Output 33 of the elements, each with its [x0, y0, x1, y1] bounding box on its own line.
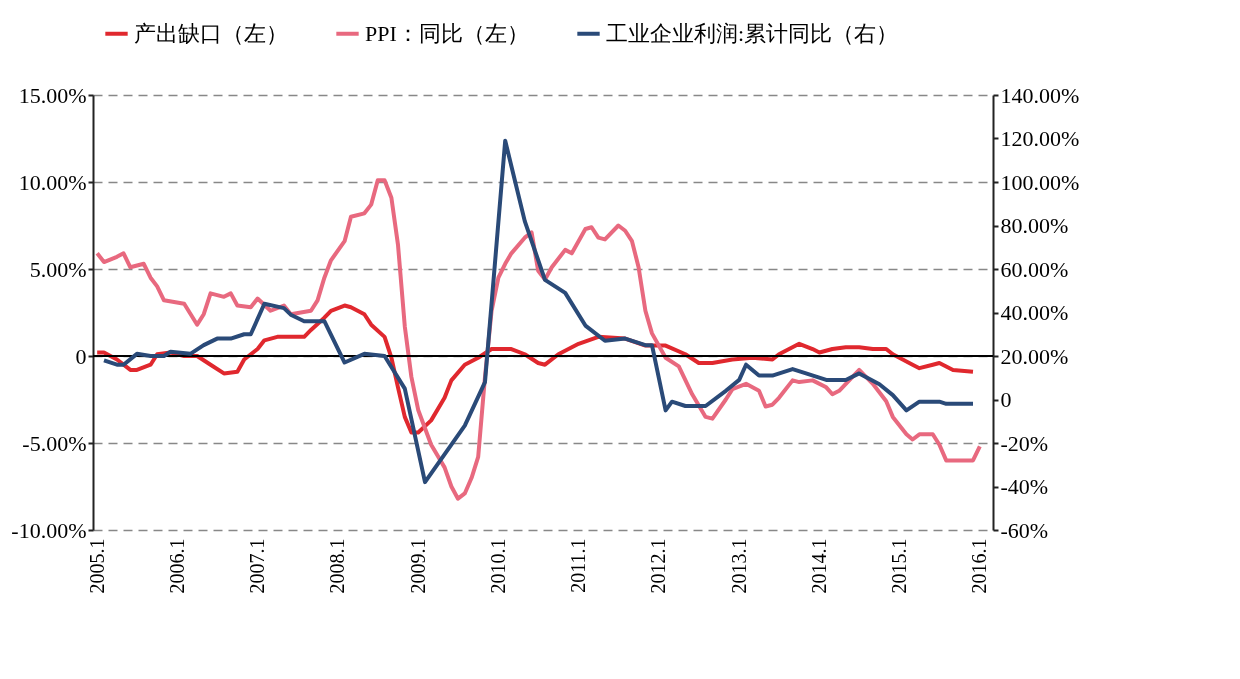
- x-tick-label: 2011.1: [567, 538, 590, 593]
- x-tick-label: 2016.1: [968, 538, 991, 594]
- y2-tick-label: 140.00%: [1000, 82, 1080, 108]
- y-tick-label: -5.00%: [22, 430, 87, 456]
- y-tick-label: -10.00%: [11, 517, 87, 543]
- y-tick-label: 15.00%: [18, 82, 87, 108]
- y2-tick-label: 80.00%: [1000, 213, 1069, 238]
- y2-tick-label: 120.00%: [1000, 126, 1080, 151]
- y2-tick-label: 60.00%: [1000, 256, 1069, 282]
- y2-tick-label: 40.00%: [1000, 300, 1069, 325]
- y-tick-label: 5.00%: [29, 256, 87, 282]
- x-tick-label: 2007.1: [246, 538, 269, 594]
- x-tick-label: 2015.1: [888, 538, 911, 594]
- x-tick-label: 2013.1: [727, 538, 750, 594]
- y2-tick-label: 20.00%: [1000, 343, 1069, 369]
- line-series: [101, 138, 976, 485]
- x-tick-label: 2009.1: [406, 538, 429, 594]
- y-tick-label: 10.00%: [18, 169, 87, 195]
- y2-tick-label: 0: [1000, 387, 1012, 412]
- x-tick-label: 2005.1: [85, 538, 108, 594]
- x-tick-label: 2010.1: [486, 538, 509, 594]
- y2-tick-label: -20%: [1000, 430, 1049, 456]
- y-tick-label: 0: [75, 343, 87, 369]
- y2-tick-label: 100.00%: [1000, 169, 1080, 195]
- x-tick-label: 2012.1: [647, 538, 670, 594]
- legend-label: PPI：同比（左）: [365, 20, 529, 46]
- x-tick-label: 2006.1: [165, 538, 188, 594]
- y2-tick-label: -60%: [1000, 517, 1049, 543]
- legend-label: 工业企业利润:累计同比（右）: [606, 20, 899, 46]
- x-tick-label: 2014.1: [807, 538, 830, 594]
- y2-tick-label: -40%: [1000, 474, 1049, 499]
- legend-label: 产出缺口（左）: [134, 20, 288, 46]
- x-tick-label: 2008.1: [326, 538, 349, 594]
